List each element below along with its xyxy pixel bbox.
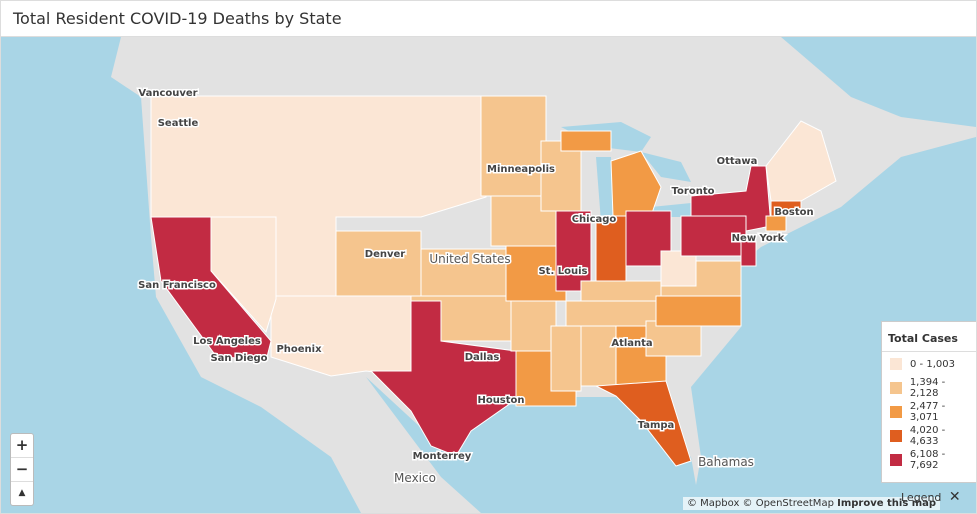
state[interactable] <box>510 300 557 352</box>
legend-title: Total Cases <box>882 322 976 352</box>
country-label: Mexico <box>394 471 436 485</box>
state[interactable] <box>594 380 692 467</box>
zoom-in[interactable]: + <box>11 434 33 458</box>
state[interactable] <box>550 325 582 392</box>
legend-label: 2,477 - 3,071 <box>909 401 946 423</box>
country-label: United States <box>429 252 510 266</box>
state[interactable] <box>595 215 627 282</box>
zoom-out[interactable]: − <box>11 458 33 482</box>
city-label: San Diego <box>210 353 267 364</box>
legend-swatch <box>890 430 902 442</box>
city-label: Denver <box>365 249 406 260</box>
state[interactable] <box>655 295 742 327</box>
city-label: Chicago <box>572 214 617 225</box>
state[interactable] <box>610 150 662 217</box>
city-label: Toronto <box>672 186 715 197</box>
state[interactable] <box>680 215 747 257</box>
reset-north[interactable]: ▲ <box>18 488 26 498</box>
gulf <box>366 377 701 513</box>
legend-swatch <box>890 406 902 418</box>
state[interactable] <box>580 325 617 387</box>
state[interactable] <box>765 215 787 232</box>
legend-swatch <box>890 382 902 394</box>
legend-close[interactable]: ✕ <box>948 489 961 505</box>
place-label: Bahamas <box>698 455 754 469</box>
city-label: Minneapolis <box>487 164 555 175</box>
city-label: St. Louis <box>538 266 587 277</box>
state[interactable] <box>565 300 662 327</box>
state[interactable] <box>270 295 412 377</box>
city-label: Dallas <box>465 352 500 363</box>
legend-label: 6,108 - 7,692 <box>909 449 946 471</box>
state[interactable] <box>480 95 547 197</box>
legend-toggle[interactable]: Legend ✕ <box>901 489 961 505</box>
legend-item[interactable]: 0 - 1,003 <box>882 352 976 376</box>
lake-michigan <box>596 157 613 222</box>
city-label: New York <box>732 233 785 244</box>
lake-huron <box>641 152 691 182</box>
attribution: © Mapbox © OpenStreetMap Improve this ma… <box>683 497 941 510</box>
city-label: Ottawa <box>717 156 758 167</box>
legend-swatch <box>890 358 902 370</box>
state[interactable] <box>335 230 422 297</box>
attribution-text[interactable]: © Mapbox © OpenStreetMap <box>687 498 834 509</box>
zoom-controls: + − ▲ <box>10 433 34 506</box>
state[interactable] <box>150 216 272 362</box>
pacific <box>1 37 361 513</box>
state[interactable] <box>660 250 697 287</box>
state[interactable] <box>369 300 522 457</box>
city-label: Los Angeles <box>193 336 261 347</box>
legend-item[interactable]: 1,394 - 2,128 <box>882 376 976 400</box>
legend-swatch <box>890 454 902 466</box>
city-label: Houston <box>477 395 524 406</box>
city-label: Phoenix <box>276 344 322 355</box>
legend-item[interactable]: 2,477 - 3,071 <box>882 400 976 424</box>
legend: Total Cases 0 - 1,003 1,394 - 2,128 2,477 … <box>881 321 976 483</box>
legend-label: 0 - 1,003 <box>910 358 955 370</box>
legend-item[interactable]: 4,020 - 4,633 <box>882 424 976 448</box>
city-label: San Francisco <box>138 280 216 291</box>
city-label: Tampa <box>638 420 675 431</box>
title: Total Resident COVID-19 Deaths by State <box>1 1 976 37</box>
city-label: Seattle <box>158 118 199 129</box>
improve-link[interactable]: Improve this map <box>837 498 937 509</box>
state[interactable] <box>645 320 702 357</box>
city-label: Vancouver <box>138 88 197 99</box>
map[interactable]: Vancouver Seattle Minneapolis Ottawa Tor… <box>1 37 976 513</box>
state[interactable] <box>580 280 667 302</box>
water-ne <box>781 37 976 127</box>
legend-label: 4,020 - 4,633 <box>909 425 946 447</box>
legend-item[interactable]: 6,108 - 7,692 <box>882 448 976 472</box>
state[interactable] <box>740 240 757 267</box>
state[interactable] <box>560 130 612 152</box>
legend-toggle-label: Legend <box>901 491 942 504</box>
legend-label: 1,394 - 2,128 <box>909 377 946 399</box>
city-label: Atlanta <box>611 338 652 349</box>
city-label: Boston <box>774 207 813 218</box>
state[interactable] <box>555 210 592 292</box>
city-label: Monterrey <box>413 451 472 462</box>
